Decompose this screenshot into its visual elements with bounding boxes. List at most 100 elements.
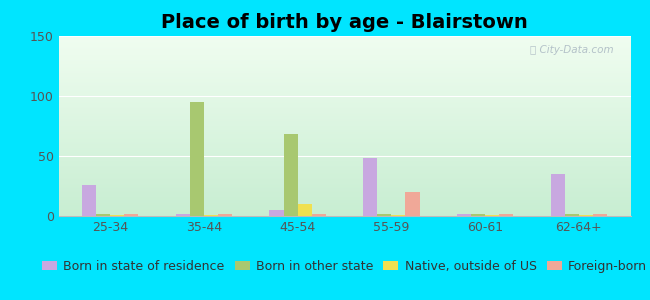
Bar (58, 149, 630, 150)
Bar (58, 200, 630, 202)
Bar (58, 131, 630, 132)
Bar (58, 100, 630, 101)
Bar (58, 175, 630, 176)
Bar (58, 79, 630, 80)
Bar (58, 73, 630, 74)
Bar (58, 152, 630, 154)
Bar (58, 128, 630, 130)
Bar (176, 214, 190, 216)
Bar (58, 167, 630, 168)
Bar (58, 84, 630, 85)
Bar (565, 214, 579, 216)
Bar (58, 47, 630, 48)
Bar (58, 38, 630, 40)
Bar (58, 126, 630, 127)
Bar (58, 108, 630, 109)
Bar (218, 214, 232, 216)
Bar (457, 214, 471, 216)
Bar (58, 72, 630, 73)
Bar (58, 197, 630, 198)
Bar (58, 214, 630, 215)
Bar (58, 49, 630, 50)
Bar (499, 214, 514, 216)
Bar (58, 44, 630, 46)
Bar (58, 56, 630, 58)
Bar (58, 173, 630, 174)
Bar (58, 90, 630, 91)
Bar (58, 198, 630, 199)
Bar (58, 182, 630, 184)
Bar (58, 211, 630, 212)
Bar (58, 102, 630, 103)
Bar (58, 70, 630, 71)
Bar (58, 125, 630, 126)
Bar (58, 101, 630, 102)
Bar (58, 86, 630, 88)
Bar (58, 122, 630, 124)
Bar (58, 170, 630, 172)
Bar (58, 110, 630, 112)
Bar (58, 115, 630, 116)
Bar (593, 214, 607, 216)
Bar (471, 214, 485, 216)
Bar (58, 185, 630, 186)
Bar (312, 214, 326, 216)
Bar (58, 155, 630, 156)
Bar (283, 134, 298, 216)
Bar (58, 55, 630, 56)
Bar (58, 95, 630, 96)
Bar (298, 204, 312, 216)
Bar (58, 83, 630, 84)
Bar (204, 215, 218, 216)
Bar (58, 46, 630, 47)
Bar (58, 192, 630, 193)
Bar (58, 59, 630, 60)
Bar (58, 132, 630, 133)
Bar (58, 162, 630, 163)
Bar (58, 210, 630, 211)
Bar (58, 120, 630, 121)
Bar (377, 214, 391, 216)
Bar (58, 64, 630, 65)
Bar (58, 148, 630, 149)
Bar (58, 48, 630, 49)
Bar (58, 77, 630, 78)
Bar (96, 214, 110, 216)
Bar (58, 187, 630, 188)
Bar (58, 94, 630, 95)
Bar (58, 163, 630, 164)
Bar (58, 193, 630, 194)
Bar (58, 164, 630, 166)
Bar (58, 66, 630, 67)
Bar (58, 85, 630, 86)
Bar (58, 74, 630, 76)
Bar (58, 88, 630, 89)
Bar (58, 137, 630, 138)
Bar (58, 113, 630, 114)
Bar (58, 114, 630, 115)
Bar (58, 127, 630, 128)
Bar (58, 186, 630, 187)
Text: ⓘ City-Data.com: ⓘ City-Data.com (530, 45, 614, 55)
Bar (58, 194, 630, 196)
Legend: Born in state of residence, Born in other state, Native, outside of US, Foreign-: Born in state of residence, Born in othe… (37, 255, 650, 278)
Bar (58, 52, 630, 53)
Bar (58, 97, 630, 98)
Bar (58, 154, 630, 155)
Bar (58, 139, 630, 140)
Bar (58, 109, 630, 110)
Bar (58, 204, 630, 205)
Bar (110, 215, 124, 216)
Bar (58, 143, 630, 144)
Bar (58, 157, 630, 158)
Bar (58, 184, 630, 185)
Bar (363, 158, 377, 216)
Bar (58, 160, 630, 161)
Bar (58, 205, 630, 206)
Bar (58, 121, 630, 122)
Bar (58, 181, 630, 182)
Bar (58, 168, 630, 169)
Bar (58, 208, 630, 209)
Bar (124, 214, 138, 216)
Bar (58, 62, 630, 64)
